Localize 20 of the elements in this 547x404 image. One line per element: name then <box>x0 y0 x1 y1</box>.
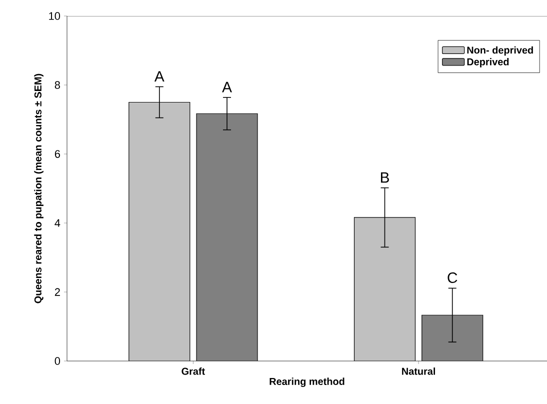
annotation: C <box>448 272 458 283</box>
bar <box>196 114 258 361</box>
x-tick-label: Natural <box>402 368 436 375</box>
bar <box>354 217 416 361</box>
annotation: A <box>154 71 164 82</box>
y-tick-label: 4 <box>54 219 60 227</box>
bar <box>128 102 190 361</box>
y-tick-label: 8 <box>54 81 60 89</box>
x-tick-label: Graft <box>182 368 205 375</box>
legend-label: Deprived <box>467 58 509 68</box>
annotation: A <box>222 82 232 92</box>
y-axis-title: Queens reared to pupation (mean counts ± SEM) <box>34 74 44 304</box>
y-tick-label: 6 <box>54 150 60 158</box>
legend-label: Non- deprived <box>467 46 533 56</box>
annotation: B <box>380 172 389 183</box>
bar <box>422 314 484 361</box>
x-axis-title: Rearing method <box>270 378 344 388</box>
y-tick-label: 10 <box>49 12 60 20</box>
y-tick-label: 2 <box>54 288 60 296</box>
y-tick-label: 0 <box>54 357 60 365</box>
